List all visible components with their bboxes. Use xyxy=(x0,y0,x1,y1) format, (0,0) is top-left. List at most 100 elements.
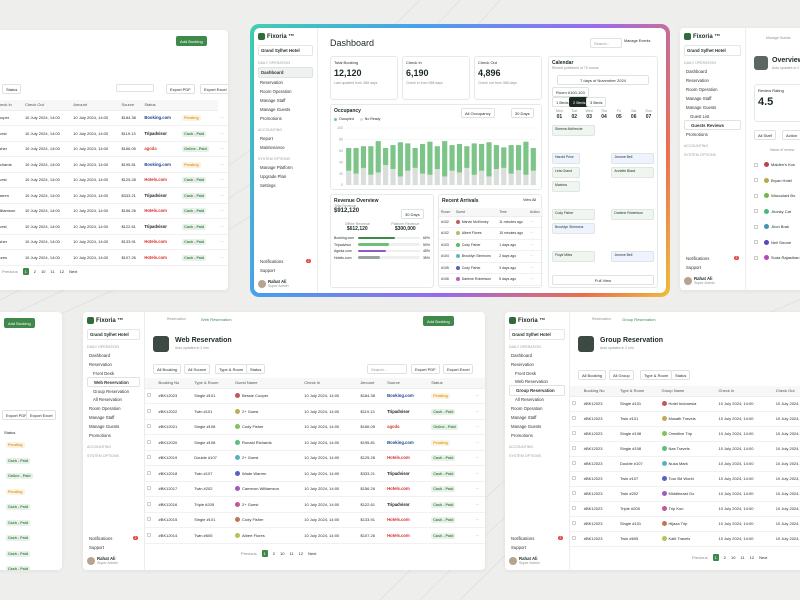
table-row[interactable]: #BK12023 Twin #202 Middleeast Go 10 July 20… xyxy=(570,486,800,502)
page-button[interactable]: 10 xyxy=(731,555,736,560)
view-all[interactable]: View All xyxy=(523,198,537,202)
page-button[interactable]: 10 xyxy=(41,269,46,274)
page-button[interactable]: 2 xyxy=(33,269,37,274)
row-menu[interactable]: ⋯ xyxy=(473,481,485,497)
search-box[interactable] xyxy=(116,84,154,92)
table-row[interactable]: Guest 10 July 2024, 14:00 10 July 2024, 14… xyxy=(0,172,228,188)
row-menu[interactable]: ⋯ xyxy=(473,434,485,451)
prev-button[interactable]: Previous xyxy=(241,551,257,556)
menu-item[interactable]: Room Operation xyxy=(686,87,718,92)
table-row[interactable]: #BK12023 Double #107 Nusa Mark 10 July 2024… xyxy=(570,456,800,472)
submenu-item[interactable]: All Reservation xyxy=(93,397,122,403)
review-row[interactable]: Jhon Brak xyxy=(754,224,789,230)
table-row[interactable]: #BK12023 Single #108 Nas Travels 10 July 20… xyxy=(570,441,800,457)
submenu-item[interactable]: Front Desk xyxy=(93,370,115,376)
search-box[interactable]: Search... xyxy=(367,364,407,374)
menu-item[interactable]: Room Operation xyxy=(511,405,543,411)
booking-event[interactable]: Floyd Miles xyxy=(552,251,595,262)
row-menu[interactable]: ⋯ xyxy=(218,249,228,266)
row-menu[interactable]: ⋯ xyxy=(527,262,543,274)
menu-item[interactable]: Promotions xyxy=(686,132,708,138)
submenu-item[interactable]: Guest List xyxy=(690,113,710,119)
export-excel[interactable]: Export Excel xyxy=(200,84,228,94)
row-menu[interactable]: ⋯ xyxy=(473,512,485,528)
page-button[interactable]: 10 xyxy=(280,551,285,556)
menu-item[interactable]: Dashboard xyxy=(686,69,708,74)
menu-item[interactable]: Support xyxy=(87,543,140,552)
table-row[interactable]: Flores 10 July 2024, 14:00 10 July 2024, 1… xyxy=(0,249,228,266)
full-view[interactable]: Full View xyxy=(552,275,654,285)
booking-event[interactable]: Sheena McKenzie xyxy=(552,125,595,136)
menu-item[interactable]: Manage Platform xyxy=(260,165,293,170)
export-pdf[interactable]: Export PDF xyxy=(166,84,195,94)
row-menu[interactable]: ⋯ xyxy=(473,388,485,404)
page-button[interactable]: 11 xyxy=(289,551,294,556)
menu-item[interactable]: Manage Staff xyxy=(686,96,712,101)
filter-button[interactable]: Type & Room xyxy=(215,364,248,374)
menu-item[interactable]: Support xyxy=(684,263,741,272)
page-button[interactable]: 2 xyxy=(272,551,276,556)
menu-item[interactable]: Notifications 2 xyxy=(87,534,140,543)
table-row[interactable]: Warren 10 July 2024, 14:00 10 July 2024, 1… xyxy=(0,187,228,204)
menu-item[interactable]: Report xyxy=(260,136,273,141)
row-menu[interactable]: ⋯ xyxy=(527,227,543,240)
menu-item[interactable]: Manage Staff xyxy=(511,414,537,420)
menu-item[interactable]: Manage Guests xyxy=(686,105,717,110)
export-excel[interactable]: Export Excel xyxy=(26,410,57,420)
date-nav[interactable]: 7 days of November 2024 xyxy=(557,75,649,85)
menu-item[interactable]: Manage Staff xyxy=(260,98,286,103)
menu-item[interactable]: Room Operation xyxy=(89,405,121,411)
submenu-item[interactable]: Group Reservation xyxy=(93,388,130,394)
range-filter[interactable]: 30 Days xyxy=(511,108,534,118)
page-button[interactable]: 1 xyxy=(712,554,719,561)
action-button[interactable]: Action xyxy=(782,130,800,140)
booking-event[interactable]: Maxima xyxy=(552,181,580,192)
next-button[interactable]: Next xyxy=(759,555,768,560)
row-menu[interactable]: ⋯ xyxy=(473,419,485,435)
row-menu[interactable]: ⋯ xyxy=(473,465,485,482)
page-button[interactable]: 1 xyxy=(261,550,268,557)
table-row[interactable]: #BK12023 Single #108 Omnitive Trip 10 July … xyxy=(570,426,800,442)
page-button[interactable]: 12 xyxy=(298,551,304,556)
row-menu[interactable]: ⋯ xyxy=(218,141,228,157)
review-row[interactable]: Suda Rajasthan xyxy=(754,255,799,261)
table-row[interactable]: Cooper 10 July 2024, 14:00 10 July 2024, 1… xyxy=(0,110,228,126)
booking-event[interactable]: Leta Grand xyxy=(552,167,580,178)
page-button[interactable]: 1 xyxy=(22,268,29,275)
table-row[interactable]: #BK12023 Single #101 Hotel Indonesia 10 Jul… xyxy=(570,396,800,412)
prev-button[interactable]: Previous xyxy=(2,269,18,274)
add-button[interactable]: Add Booking xyxy=(176,36,207,46)
booking-event[interactable]: Jerome Bell xyxy=(611,251,654,262)
submenu-item[interactable]: Web Reservation xyxy=(87,377,140,388)
table-row[interactable]: #BK12019 Double #107 2+ Guest 10 July 2024,… xyxy=(145,450,485,466)
menu-item[interactable]: Support xyxy=(258,266,313,275)
table-row[interactable]: Fisher 10 July 2024, 14:00 10 July 2024, 1… xyxy=(0,234,228,250)
table-row[interactable]: #BK12023 Twin #107 Tour Bd World 10 July 20… xyxy=(570,471,800,487)
row-menu[interactable]: ⋯ xyxy=(218,234,228,250)
row-menu[interactable]: ⋯ xyxy=(218,110,228,126)
staff-filter[interactable]: All Staff xyxy=(754,130,776,140)
row-menu[interactable]: ⋯ xyxy=(473,450,485,466)
row-menu[interactable]: ⋯ xyxy=(218,203,228,219)
menu-item[interactable]: Promotions xyxy=(511,432,533,438)
table-row[interactable]: #BK12023 Triple #205 Trip Kon 10 July 2024,… xyxy=(570,501,800,517)
filter-button[interactable]: Status xyxy=(246,364,266,374)
filter-button[interactable]: All Source xyxy=(184,364,211,374)
menu-item[interactable]: Support xyxy=(509,543,565,552)
review-row[interactable]: Neil Sixone xyxy=(754,240,791,245)
submenu-item[interactable]: All Reservation xyxy=(515,397,544,403)
menu-item[interactable]: Reservation xyxy=(260,80,283,85)
menu-item[interactable]: Manage Guests xyxy=(511,423,542,429)
menu-item[interactable]: Notifications 2 xyxy=(258,257,313,266)
row-menu[interactable]: ⋯ xyxy=(218,156,228,173)
menu-item[interactable]: Maintenance xyxy=(260,145,285,150)
menu-item[interactable]: Reservation xyxy=(686,78,709,83)
table-row[interactable]: #BK12023 Single #101 Bessie Cooper 10 July … xyxy=(145,388,485,404)
page-button[interactable]: 2 xyxy=(723,555,727,560)
menu-item[interactable]: Settings xyxy=(260,183,276,188)
hotel-selector[interactable]: Grand Sylhet Hotel xyxy=(258,45,313,56)
table-row[interactable]: Richards 10 July 2024, 14:00 10 July 2024,… xyxy=(0,156,228,173)
table-row[interactable]: #BK12021 Single #108 Cody Fisher 10 July 20… xyxy=(145,419,485,435)
menu-item[interactable]: Manage Guests xyxy=(89,423,120,429)
page-button[interactable]: 12 xyxy=(749,555,755,560)
